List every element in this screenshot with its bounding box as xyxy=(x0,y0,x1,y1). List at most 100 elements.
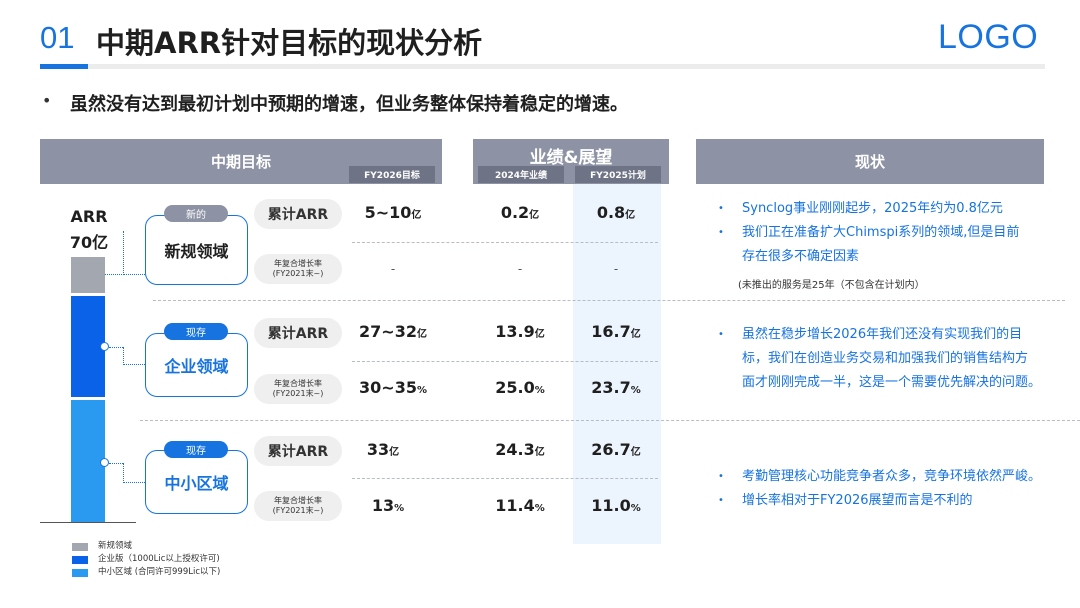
logo: LOGO xyxy=(938,18,1039,56)
value: 26.7 xyxy=(591,440,631,459)
region-name-enterprise: 企业领域 xyxy=(164,357,229,376)
subheader-2024: 2024年业绩 xyxy=(478,166,564,183)
value: 5~10 xyxy=(364,203,412,222)
region-box-new: 新规领域 xyxy=(145,215,248,285)
connector-dot-enterprise xyxy=(100,342,109,351)
summary-bullet: 虽然没有达到最初计划中预期的增速，但业务整体保持着稳定的增速。 xyxy=(70,94,628,115)
metric-cagr-line2: (FY2021末~) xyxy=(272,506,324,515)
unit: 亿 xyxy=(411,210,422,221)
plan-arr-new: 0.8亿 xyxy=(572,203,660,222)
unit: 亿 xyxy=(625,210,636,221)
unit: 亿 xyxy=(534,329,545,340)
value: 24.3 xyxy=(495,440,535,459)
unit: % xyxy=(534,385,545,396)
section-number: 01 xyxy=(40,20,75,55)
legend-label-enterprise: 企业版（1000Lic以上授权许可) xyxy=(98,554,220,564)
header-performance-label: 业绩&展望 xyxy=(529,148,613,168)
connector-dot-smb xyxy=(100,458,109,467)
arr-label: ARR xyxy=(70,207,108,226)
status-new-note: (未推出的服务是25年（不包含在计划内） xyxy=(738,280,925,291)
actual-cagr-smb: 11.4% xyxy=(475,496,565,515)
subheader-fy2025: FY2025计划 xyxy=(575,166,661,183)
metric-pill-cagr: 年复合增长率 (FY2021末~) xyxy=(254,491,342,521)
unit: 亿 xyxy=(630,329,641,340)
tag-existing: 现存 xyxy=(164,441,228,458)
metric-pill-cagr: 年复合增长率 (FY2021末~) xyxy=(254,254,342,284)
status-smb-2: • 增长率相对于FY2026展望而言是不利的 xyxy=(718,488,973,514)
connector-new-stub xyxy=(105,274,124,275)
plan-cagr-smb: 11.0% xyxy=(572,496,660,515)
status-new-1: • Synclog事业刚刚起步，2025年约为0.8亿元 xyxy=(718,196,1003,222)
legend-label-new: 新规领域 xyxy=(98,541,133,551)
region-box-smb: 中小区域 xyxy=(145,450,248,514)
page-title: 中期ARR针对目标的现状分析 xyxy=(96,26,483,60)
status-text: 考勤管理核心功能竞争者众多，竞争环境依然严峻。 xyxy=(742,469,1042,484)
target-arr-new: 5~10亿 xyxy=(345,203,441,222)
status-new-2: • 我们正在准备扩大Chimspi系列的领域,但是目前 xyxy=(718,220,1020,246)
unit: 亿 xyxy=(416,329,427,340)
actual-arr-enterprise: 13.9亿 xyxy=(475,322,565,341)
legend-swatch-enterprise xyxy=(72,556,88,564)
plan-arr-smb: 26.7亿 xyxy=(572,440,660,459)
header-status-label: 现状 xyxy=(854,153,885,171)
unit: 亿 xyxy=(529,210,540,221)
status-smb-1: • 考勤管理核心功能竞争者众多，竞争环境依然严峻。 xyxy=(718,464,1042,490)
connector-enterprise-b xyxy=(123,347,147,365)
value: 25.0 xyxy=(495,378,535,397)
fy2025-column-highlight xyxy=(573,184,661,544)
connector-enterprise-a xyxy=(109,347,123,348)
value: 0.8 xyxy=(596,203,626,222)
value: 13.9 xyxy=(495,322,535,341)
status-text: 我们正在准备扩大Chimspi系列的领域,但是目前 xyxy=(742,225,1020,240)
region-name-smb: 中小区域 xyxy=(164,474,229,493)
tag-existing: 现存 xyxy=(164,323,228,340)
arr-bar-enterprise xyxy=(71,296,105,397)
plan-cagr-new: - xyxy=(613,262,619,276)
bullet-dot: • xyxy=(718,227,724,238)
row-separator-inner xyxy=(352,478,658,479)
arr-value: 70亿 xyxy=(69,233,109,252)
status-enterprise-1: • 虽然在稳步增长2026年我们还没有实现我们的目 xyxy=(718,322,1023,348)
metric-cagr-line2: (FY2021末~) xyxy=(272,389,324,398)
connector-new xyxy=(123,231,147,275)
status-text: 虽然在稳步增长2026年我们还没有实现我们的目 xyxy=(742,327,1023,342)
title-rule-accent xyxy=(40,64,88,69)
metric-cagr-line1: 年复合增长率 xyxy=(274,496,322,505)
value: 11.0 xyxy=(591,496,631,515)
value: 33 xyxy=(366,440,390,459)
row-separator xyxy=(153,300,1065,301)
target-cagr-new: - xyxy=(390,262,396,276)
arr-bar-new xyxy=(71,257,105,293)
value: 0.2 xyxy=(500,203,530,222)
bullet-dot: • xyxy=(42,91,52,110)
unit: % xyxy=(416,385,427,396)
unit: % xyxy=(630,503,641,514)
metric-pill-cagr: 年复合增长率 (FY2021末~) xyxy=(254,374,342,404)
plan-cagr-enterprise: 23.7% xyxy=(572,378,660,397)
metric-pill-arr: 累计ARR xyxy=(254,318,342,348)
metric-pill-arr: 累计ARR xyxy=(254,436,342,466)
value: 23.7 xyxy=(591,378,631,397)
value: 30~35 xyxy=(359,378,417,397)
target-cagr-smb: 13% xyxy=(345,496,431,515)
target-arr-smb: 33亿 xyxy=(345,440,421,459)
header-mid-target: 中期目标 xyxy=(40,139,442,184)
unit: % xyxy=(534,503,545,514)
connector-smb-b xyxy=(123,463,147,483)
actual-cagr-new: - xyxy=(517,262,523,276)
actual-arr-new: 0.2亿 xyxy=(475,203,565,222)
header-mid-target-label: 中期目标 xyxy=(210,153,271,171)
value: 27~32 xyxy=(359,322,417,341)
bullet-dot: • xyxy=(718,495,724,506)
status-new-3: 存在很多不确定因素 xyxy=(742,244,859,270)
plan-arr-enterprise: 16.7亿 xyxy=(572,322,660,341)
bullet-dot: • xyxy=(718,203,724,214)
status-enterprise-3: 面才刚刚完成一半，这是一个需要优先解决的问题。 xyxy=(742,370,1041,396)
status-text: 存在很多不确定因素 xyxy=(742,249,860,264)
metric-cagr-line2: (FY2021末~) xyxy=(272,269,324,278)
arr-bar-smb xyxy=(71,400,105,522)
metric-cagr-line1: 年复合增长率 xyxy=(274,379,322,388)
target-cagr-enterprise: 30~35% xyxy=(345,378,441,397)
metric-pill-arr: 累计ARR xyxy=(254,199,342,229)
arr-baseline xyxy=(40,522,136,523)
